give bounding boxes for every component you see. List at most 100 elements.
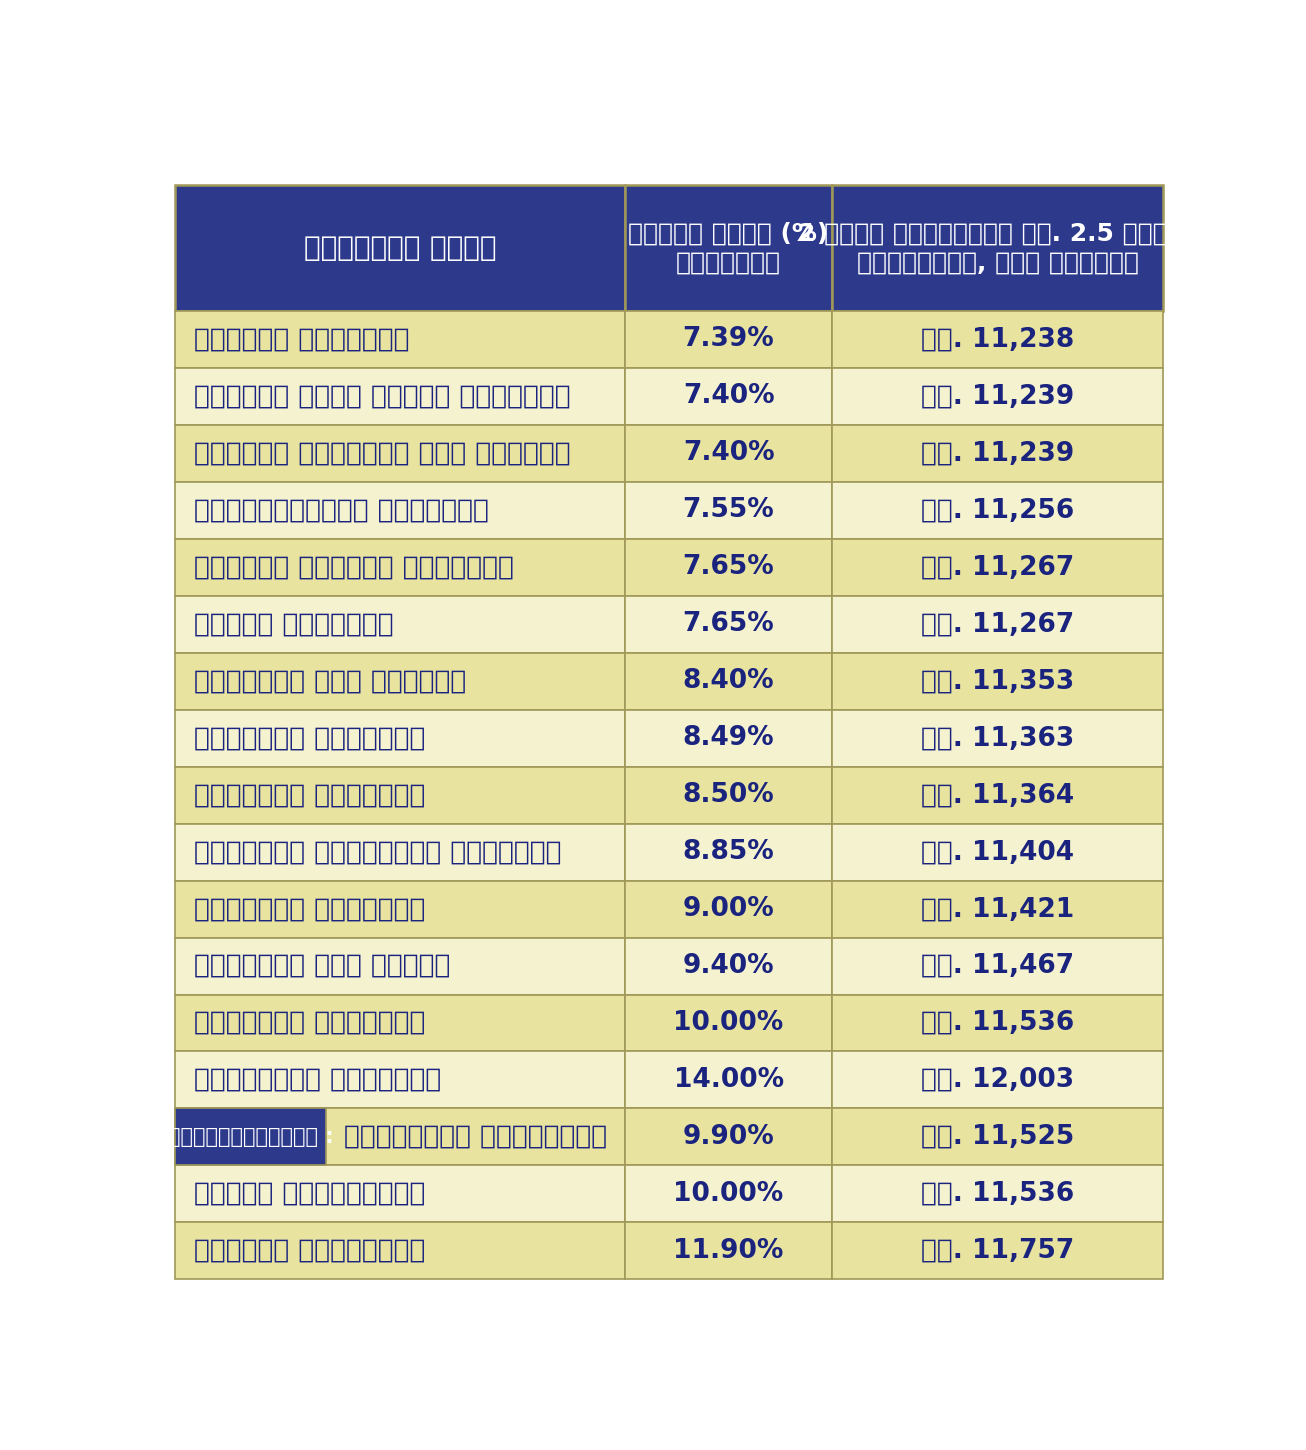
Text: 8.85%: 8.85%	[683, 840, 774, 866]
Text: బ్యాంక్ ఆఫ్ బరోడా: బ్యాంక్ ఆఫ్ బరోడా	[193, 953, 451, 979]
Text: రూ. 11,256: రూ. 11,256	[921, 497, 1075, 523]
Text: 8.49%: 8.49%	[683, 725, 774, 751]
Text: రూ. 11,536: రూ. 11,536	[921, 1011, 1075, 1035]
Text: రూ. 11,239: రూ. 11,239	[921, 383, 1075, 409]
Text: ఇండియన్ బ్యాంక్: ఇండియన్ బ్యాంక్	[193, 782, 424, 808]
Text: రూ. 11,363: రూ. 11,363	[921, 725, 1075, 751]
Text: ఫెడరల్ బ్యాంక్: ఫెడరల్ బ్యాంక్	[193, 326, 409, 352]
Text: 9.40%: 9.40%	[683, 953, 774, 979]
Text: బ్యాంక్ పేరు: బ్యాంక్ పేరు	[304, 233, 496, 262]
Bar	[624, 1222, 832, 1279]
Bar	[832, 1166, 1164, 1222]
Text: రూ. 12,003: రూ. 12,003	[921, 1067, 1075, 1093]
Bar	[832, 368, 1164, 425]
Bar	[832, 1051, 1164, 1108]
Bar	[624, 880, 832, 938]
Bar	[624, 596, 832, 652]
Bar	[175, 995, 624, 1051]
Bar	[832, 186, 1164, 310]
Text: హెచ్‌డిఎఫ్‌సి బ్యాంక్: హెచ్‌డిఎఫ్‌సి బ్యాంక్	[193, 497, 488, 523]
Text: మనప్పురం ఫైనాన్స్: మనప్పురం ఫైనాన్స్	[343, 1124, 607, 1150]
Text: రూ. 11,467: రూ. 11,467	[921, 953, 1075, 979]
Text: వడ్డీ రేటు (%)
ఏడాదికి: వడ్డీ రేటు (%) ఏడాదికి	[628, 222, 829, 276]
Text: బ్యాంక్ ఆఫ్ ఇండియా: బ్యాంక్ ఆఫ్ ఇండియా	[193, 668, 466, 695]
Text: రూ. 11,757: రూ. 11,757	[921, 1238, 1075, 1264]
Bar	[624, 310, 832, 368]
Text: 11.90%: 11.90%	[674, 1238, 784, 1264]
Text: రూ. 11,404: రూ. 11,404	[921, 840, 1075, 866]
Bar	[832, 652, 1164, 709]
Bar	[175, 1166, 624, 1222]
Text: ఇండియన్ ఓవర్సీస్ బ్యాంక్: ఇండియన్ ఓవర్సీస్ బ్యాంక్	[193, 840, 562, 866]
Text: 2 ఏళ్ళ కాలానికి రూ. 2.5 లక్షల
రుణానికి, నెల ఈఎమ్వి: 2 ఏళ్ళ కాలానికి రూ. 2.5 లక్షల రుణానికి, …	[798, 222, 1198, 276]
Text: పంజాబ్ అండ్ సింధ్ బ్యాంక్: పంజాబ్ అండ్ సింధ్ బ్యాంక్	[193, 383, 571, 409]
Bar	[624, 1108, 832, 1166]
Bar	[175, 596, 624, 652]
Text: స్టేట్ బ్యాంక్ ఆఫ్ ఇండియా: స్టేట్ బ్యాంక్ ఆఫ్ ఇండియా	[193, 441, 571, 467]
Text: ముధూట్ ఫైనాన్స్: ముధూట్ ఫైనాన్స్	[193, 1238, 424, 1264]
Text: రూ. 11,536: రూ. 11,536	[921, 1180, 1075, 1206]
Text: 10.00%: 10.00%	[674, 1011, 784, 1035]
Text: యూనియన్ బ్యాంక్: యూనియన్ బ్యాంక్	[193, 896, 424, 922]
Text: రూ. 11,238: రూ. 11,238	[921, 326, 1075, 352]
Bar	[624, 938, 832, 995]
Bar	[624, 652, 832, 709]
Bar	[832, 425, 1164, 481]
Bar	[832, 995, 1164, 1051]
Bar	[175, 1222, 624, 1279]
Text: 14.00%: 14.00%	[674, 1067, 784, 1093]
Bar	[832, 1222, 1164, 1279]
Text: 7.40%: 7.40%	[683, 383, 774, 409]
Text: రూ. 11,364: రూ. 11,364	[921, 782, 1075, 808]
Text: బజాజ్ ఫిన్సర్వ్: బజాజ్ ఫిన్సర్వ్	[193, 1180, 424, 1206]
Text: 9.00%: 9.00%	[683, 896, 774, 922]
Bar	[175, 539, 624, 596]
Bar	[624, 481, 832, 539]
Bar	[832, 310, 1164, 368]
Bar	[832, 596, 1164, 652]
Text: పంజాబ్ నేషనల్ బ్యాంక్: పంజాబ్ నేషనల్ బ్యాంక్	[193, 554, 513, 580]
Bar	[832, 880, 1164, 938]
Bar	[175, 767, 624, 824]
Bar	[624, 368, 832, 425]
Text: కర్నాటక బ్యాంక్: కర్నాటక బ్యాంక్	[193, 725, 424, 751]
Bar	[175, 481, 624, 539]
Bar	[832, 481, 1164, 539]
Bar	[175, 652, 624, 709]
Bar	[624, 995, 832, 1051]
Bar	[832, 1108, 1164, 1166]
Text: 7.65%: 7.65%	[683, 554, 774, 580]
Text: 8.50%: 8.50%	[683, 782, 774, 808]
Bar	[175, 824, 624, 880]
Bar	[624, 709, 832, 767]
Bar	[832, 709, 1164, 767]
Bar	[624, 186, 832, 310]
Text: 8.40%: 8.40%	[683, 668, 774, 695]
Text: రూ. 11,421: రూ. 11,421	[921, 896, 1075, 922]
Text: రూ. 11,267: రూ. 11,267	[921, 554, 1075, 580]
Bar	[175, 709, 624, 767]
Bar	[175, 425, 624, 481]
Bar	[832, 824, 1164, 880]
Text: యాక్సిస్ బ్యాంకు: యాక్సిస్ బ్యాంకు	[193, 1067, 441, 1093]
Text: ఎన్‌బిఎఫ్‌సిలు :: ఎన్‌బిఎఫ్‌సిలు :	[168, 1127, 333, 1147]
Bar	[624, 539, 832, 596]
Text: 7.40%: 7.40%	[683, 441, 774, 467]
Text: 7.39%: 7.39%	[683, 326, 774, 352]
Bar	[624, 824, 832, 880]
Text: 7.55%: 7.55%	[683, 497, 774, 523]
Text: 10.00%: 10.00%	[674, 1180, 784, 1206]
Bar	[624, 425, 832, 481]
Bar	[175, 368, 624, 425]
Text: రూ. 11,267: రూ. 11,267	[921, 612, 1075, 638]
Text: ఐసీఐసీఐ బ్యాంకు: ఐసీఐసీఐ బ్యాంకు	[193, 1011, 424, 1035]
Bar	[624, 1166, 832, 1222]
Bar	[175, 186, 624, 310]
Bar	[832, 539, 1164, 596]
Bar	[624, 1051, 832, 1108]
Bar	[175, 1051, 624, 1108]
Bar	[832, 938, 1164, 995]
Text: 7.65%: 7.65%	[683, 612, 774, 638]
Bar	[624, 767, 832, 824]
Bar	[175, 1108, 624, 1166]
